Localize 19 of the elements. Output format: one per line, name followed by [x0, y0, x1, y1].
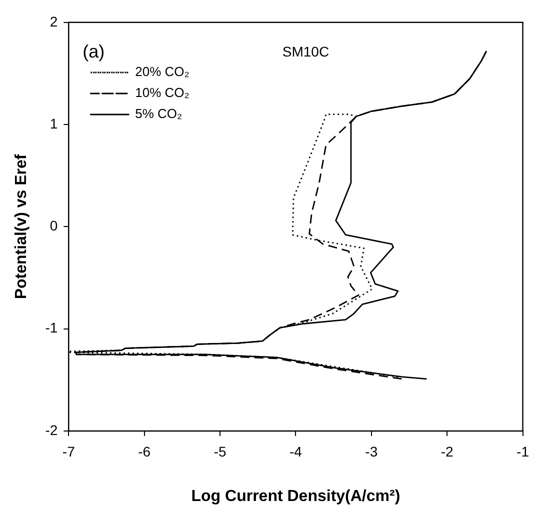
y-tick-label: 2 [50, 13, 58, 30]
x-axis-title: Log Current Density(A/cm²) [191, 488, 400, 505]
x-tick-label: -7 [62, 443, 76, 460]
y-tick-label: -2 [45, 422, 58, 438]
text: SM10C [282, 43, 330, 60]
x-tick-label: -1 [516, 443, 530, 460]
x-tick-label: -2 [440, 443, 454, 460]
y-tick-label: -1 [45, 320, 58, 336]
x-tick-label: -3 [365, 443, 378, 460]
x-tick-label: -6 [138, 443, 151, 460]
x-tick-label: -5 [214, 443, 226, 460]
legend-label: 10% CO₂ [135, 85, 190, 100]
legend-label: 5% CO₂ [135, 106, 182, 122]
x-tick-label: -4 [289, 443, 302, 460]
annotation: (a) [82, 41, 105, 62]
legend-label: 20% CO₂ [135, 64, 190, 80]
y-axis-title: Potential(v) vs Eref [13, 154, 30, 300]
y-tick-label: 0 [50, 218, 58, 234]
y-tick-label: 1 [50, 115, 58, 132]
